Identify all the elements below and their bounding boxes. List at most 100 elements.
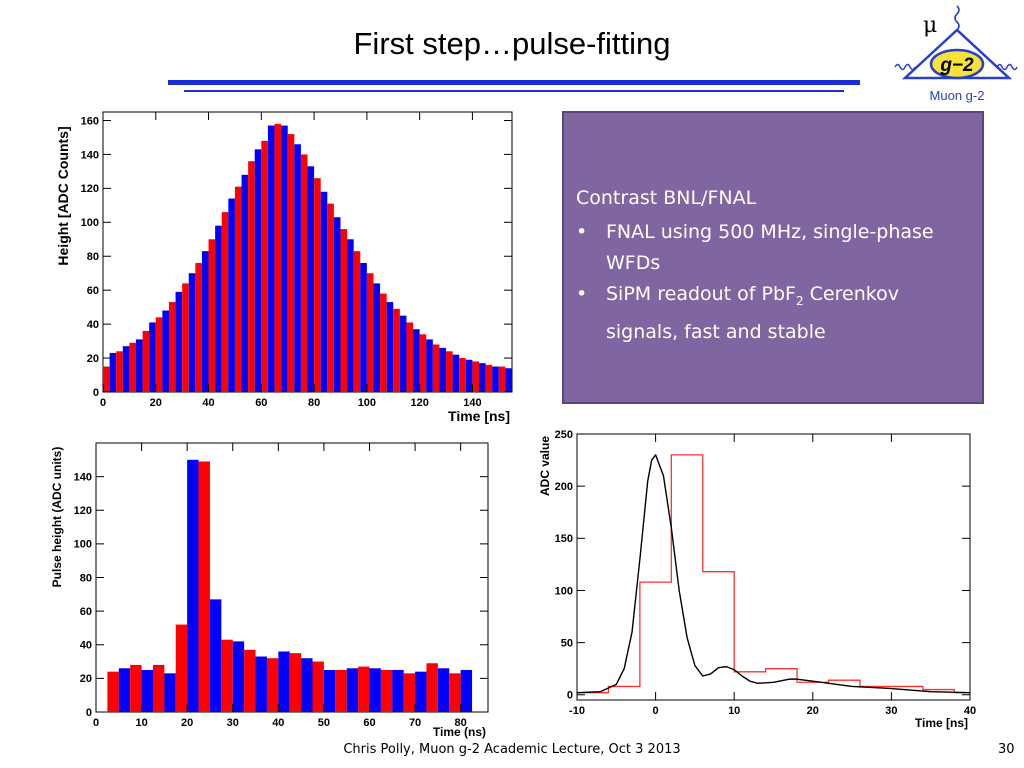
bar [300, 154, 308, 392]
page-number: 30 [998, 742, 1015, 757]
y-axis-label: ADC value [538, 436, 552, 496]
bar [479, 363, 486, 392]
x-tick-label: 20 [807, 705, 819, 717]
bar [294, 144, 301, 392]
bar [255, 656, 267, 712]
bar [459, 358, 466, 392]
bar [129, 342, 136, 392]
bar [175, 291, 183, 392]
bar [195, 263, 202, 392]
x-tick-label: 0 [100, 397, 106, 409]
info-bullet-text-before: SiPM readout of PbF [606, 283, 796, 305]
bar [142, 330, 150, 392]
bar [209, 599, 222, 712]
y-tick-label: 160 [81, 115, 99, 127]
y-tick-label: 140 [81, 149, 99, 161]
bar [366, 273, 374, 392]
bar [505, 368, 512, 392]
bar [122, 346, 130, 392]
y-tick-label: 20 [80, 673, 92, 685]
bar [472, 361, 480, 392]
y-axis-label: Pulse height (ADC units) [50, 447, 64, 588]
bar [278, 651, 290, 712]
x-tick-label: 60 [363, 717, 375, 729]
bar [437, 668, 450, 712]
bar [281, 125, 288, 393]
axis-group: 0 10 20 30 40 50 60 70 80 0 20 40 60 80 100 120 140 [74, 443, 488, 729]
x-tick-label: 100 [358, 397, 376, 409]
y-tick-label: 250 [555, 429, 573, 441]
plot-frame [576, 433, 971, 701]
bar [118, 668, 131, 712]
bars-group [103, 123, 512, 393]
logo-wiggle-line [954, 5, 960, 31]
x-tick-label: 0 [93, 717, 99, 729]
bar [465, 359, 473, 392]
bars-group [107, 459, 473, 712]
y-tick-label: 150 [555, 533, 573, 545]
bar [234, 186, 242, 392]
bar [426, 663, 438, 712]
logo-left-coil [894, 63, 916, 71]
bar [162, 310, 169, 392]
y-tick-label: 60 [87, 285, 99, 297]
bar [267, 125, 275, 393]
bar [340, 229, 348, 392]
bar [301, 658, 313, 712]
bar [320, 191, 328, 392]
x-tick-label: 80 [455, 717, 467, 729]
info-bullet-subscript: 2 [795, 293, 804, 308]
y-tick-label: 20 [87, 353, 99, 365]
info-bullet: • FNAL using 500 MHz, single-phase WFDs [576, 217, 976, 279]
bar [380, 669, 393, 712]
bar [314, 178, 321, 392]
bar [393, 308, 400, 392]
x-tick-label: 20 [181, 717, 193, 729]
bar [155, 317, 163, 392]
bar [307, 166, 315, 392]
x-tick-label: 120 [410, 397, 428, 409]
x-tick-label: 10 [728, 705, 740, 717]
bar [244, 649, 256, 712]
bar [392, 669, 404, 712]
bar [347, 239, 354, 392]
x-tick-label: 140 [463, 397, 481, 409]
x-tick-label: 40 [964, 705, 976, 717]
y-tick-label: 0 [93, 387, 99, 399]
y-tick-label: 100 [81, 217, 99, 229]
bar [452, 354, 460, 392]
y-axis-label: Height [ADC Counts] [55, 126, 71, 265]
bar [323, 669, 336, 712]
y-tick-label: 80 [87, 251, 99, 263]
bar [130, 664, 142, 712]
logo-mu-symbol: μ [923, 13, 937, 38]
bar [335, 669, 347, 712]
bar [498, 366, 506, 392]
y-tick-label: 120 [81, 183, 99, 195]
bar [386, 302, 394, 392]
x-tick-label: 0 [653, 705, 659, 717]
series-group [576, 454, 971, 694]
logo-caption: Muon g-2 [930, 88, 985, 103]
title-underline-thin [184, 90, 844, 92]
bar [426, 339, 433, 392]
info-heading: Contrast BNL/FNAL [576, 187, 757, 209]
bar [232, 641, 245, 712]
bar [141, 669, 153, 712]
bar [327, 203, 334, 392]
bar [248, 161, 255, 392]
x-tick-label: 30 [885, 705, 897, 717]
bar [103, 366, 110, 392]
bar [406, 322, 414, 392]
bar [373, 283, 381, 392]
axis-group: 0 20 40 60 80 100 120 140 0 20 40 60 80 100 120 140 160 [81, 112, 512, 409]
bar [353, 251, 361, 392]
bar [208, 239, 216, 392]
bar [413, 329, 420, 392]
info-box: Contrast BNL/FNAL • FNAL using 500 MHz, s… [562, 111, 984, 404]
x-axis-label: Time [ns] [915, 716, 968, 730]
x-tick-label: 20 [150, 397, 162, 409]
logo-badge [929, 48, 985, 80]
chart-adc-fit: -10 0 10 20 30 40 0 50 100 150 200 250 Time [ns] AD… [538, 429, 976, 730]
y-tick-label: 40 [87, 319, 99, 331]
